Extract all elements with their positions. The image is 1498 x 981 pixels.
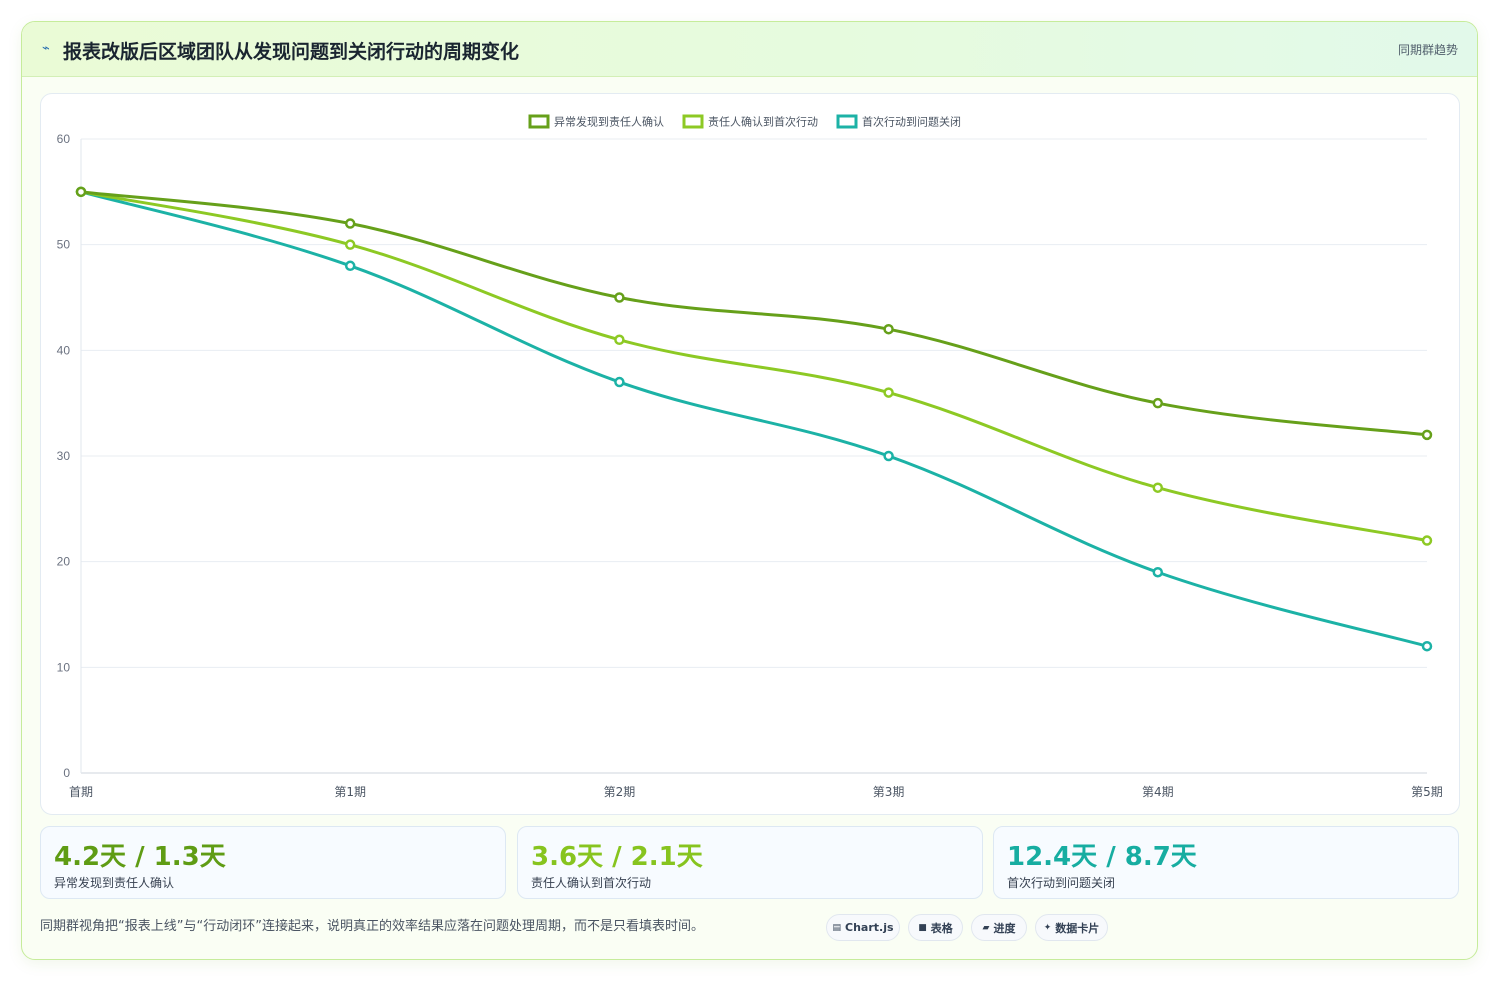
line-chart: 0 10 20 30 40 50 60 首期 第1期 第2期 第3期 第4期 第5期 异常发现到责任人确认… bbox=[57, 114, 1443, 799]
y-tick-label: 50 bbox=[57, 238, 71, 252]
data-point bbox=[883, 450, 894, 462]
data-point bbox=[344, 239, 356, 250]
legend-swatch bbox=[682, 114, 704, 129]
data-point bbox=[1421, 640, 1433, 652]
series-line bbox=[79, 190, 1429, 437]
cohort-trend-badge: 同期群趋势 bbox=[1397, 43, 1458, 57]
y-tick-label: 30 bbox=[57, 449, 71, 463]
data-point bbox=[1152, 566, 1164, 578]
x-tick-label: 第2期 bbox=[604, 785, 636, 799]
data-point bbox=[614, 292, 625, 303]
data-point bbox=[614, 376, 625, 388]
tag-label: 表格 bbox=[930, 921, 953, 935]
legend-label: 责任人确认到首次行动 bbox=[708, 115, 818, 129]
card-header: ⌁ 报表改版后区域团队从发现问题到关闭行动的周期变化 同期群趋势 bbox=[22, 22, 1477, 77]
chart-panel: 0 10 20 30 40 50 60 首期 第1期 第2期 第3期 第4期 第5期 异常发现到责任人确认… bbox=[40, 93, 1460, 815]
legend-label: 首次行动到问题关闭 bbox=[862, 115, 961, 129]
page-title: 报表改版后区域团队从发现问题到关闭行动的周期变化 bbox=[63, 41, 520, 63]
sparkle-icon: ✦ bbox=[1043, 922, 1052, 933]
dashboard-card: ⌁ 报表改版后区域团队从发现问题到关闭行动的周期变化 同期群趋势 0 10 20 30… bbox=[21, 21, 1478, 960]
data-point bbox=[1152, 482, 1164, 493]
series-line bbox=[79, 190, 1429, 648]
y-tick-label: 0 bbox=[63, 766, 70, 780]
tag-chartjs[interactable]: ▤ Chart.js bbox=[826, 914, 900, 941]
y-tick-label: 40 bbox=[57, 343, 71, 357]
table-icon: ■ bbox=[918, 922, 927, 933]
stat-label: 首次行动到问题关闭 bbox=[1007, 876, 1116, 890]
tag-table[interactable]: ■ 表格 bbox=[908, 914, 963, 941]
y-tick-label: 60 bbox=[57, 132, 71, 146]
data-point bbox=[883, 387, 894, 398]
x-tick-label: 首期 bbox=[69, 785, 93, 799]
data-point bbox=[883, 323, 894, 335]
stat-label: 异常发现到责任人确认 bbox=[54, 876, 175, 890]
progress-icon: ▰ bbox=[982, 922, 990, 933]
tag-label: 数据卡片 bbox=[1055, 921, 1100, 935]
tag-progress[interactable]: ▰ 进度 bbox=[971, 914, 1027, 941]
x-tick-label: 第5期 bbox=[1411, 785, 1443, 799]
stat-value: 3.6天 / 2.1天 bbox=[531, 842, 703, 872]
stat-card-3: 12.4天 / 8.7天 首次行动到问题关闭 bbox=[993, 826, 1459, 899]
data-point bbox=[1152, 397, 1164, 409]
footer-note: 同期群视角把“报表上线”与“行动闭环”连接起来，说明真正的效率结果应落在问题处理… bbox=[40, 919, 704, 934]
stat-value: 4.2天 / 1.3天 bbox=[54, 842, 226, 872]
data-point bbox=[75, 186, 87, 198]
legend-swatch bbox=[528, 114, 550, 129]
stat-card-2: 3.6天 / 2.1天 责任人确认到首次行动 bbox=[517, 826, 983, 899]
chart-icon: ▤ bbox=[832, 922, 841, 933]
stat-value: 12.4天 / 8.7天 bbox=[1007, 842, 1197, 872]
data-point bbox=[614, 334, 625, 346]
data-point bbox=[1421, 429, 1433, 441]
legend-label: 异常发现到责任人确认 bbox=[554, 115, 664, 129]
data-point bbox=[1421, 535, 1433, 546]
tag-label: Chart.js bbox=[845, 921, 894, 934]
chart-trend-icon: ⌁ bbox=[42, 41, 50, 56]
tag-data-cards[interactable]: ✦ 数据卡片 bbox=[1035, 914, 1108, 941]
x-tick-label: 第3期 bbox=[873, 785, 905, 799]
tag-label: 进度 bbox=[993, 921, 1016, 935]
data-point bbox=[344, 260, 356, 272]
y-tick-label: 20 bbox=[57, 555, 71, 569]
data-point bbox=[344, 218, 356, 229]
x-tick-label: 第4期 bbox=[1142, 785, 1174, 799]
stat-label: 责任人确认到首次行动 bbox=[531, 876, 652, 890]
y-tick-label: 10 bbox=[57, 660, 71, 674]
series-line bbox=[79, 190, 1429, 543]
x-tick-label: 第1期 bbox=[334, 785, 366, 799]
legend-swatch bbox=[836, 114, 858, 129]
stat-card-1: 4.2天 / 1.3天 异常发现到责任人确认 bbox=[40, 826, 506, 899]
